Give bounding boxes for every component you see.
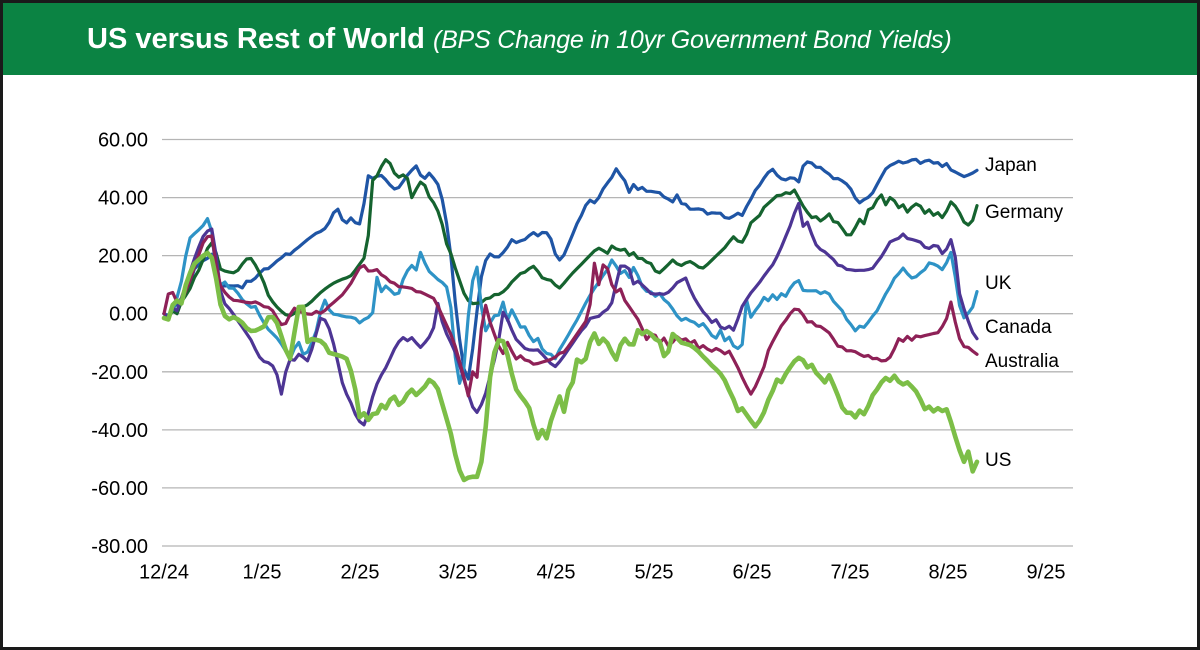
svg-text:-80.00: -80.00: [91, 536, 148, 558]
svg-text:Japan: Japan: [985, 155, 1037, 176]
svg-text:Germany: Germany: [985, 202, 1064, 223]
svg-text:20.00: 20.00: [98, 246, 148, 268]
svg-text:Canada: Canada: [985, 317, 1052, 338]
svg-text:6/25: 6/25: [733, 562, 772, 584]
svg-text:US: US: [985, 450, 1011, 471]
svg-text:-40.00: -40.00: [91, 420, 148, 442]
svg-text:60.00: 60.00: [98, 130, 148, 152]
svg-text:Australia: Australia: [985, 351, 1059, 372]
svg-text:1/25: 1/25: [243, 562, 282, 584]
svg-text:2/25: 2/25: [341, 562, 380, 584]
svg-text:12/24: 12/24: [139, 562, 189, 584]
svg-text:7/25: 7/25: [831, 562, 870, 584]
svg-text:3/25: 3/25: [439, 562, 478, 584]
svg-text:4/25: 4/25: [537, 562, 576, 584]
svg-text:-60.00: -60.00: [91, 478, 148, 500]
svg-text:UK: UK: [985, 273, 1012, 294]
svg-text:8/25: 8/25: [929, 562, 968, 584]
svg-text:5/25: 5/25: [635, 562, 674, 584]
svg-text:-20.00: -20.00: [91, 362, 148, 384]
svg-text:9/25: 9/25: [1027, 562, 1066, 584]
svg-text:40.00: 40.00: [98, 188, 148, 210]
svg-text:0.00: 0.00: [109, 304, 148, 326]
